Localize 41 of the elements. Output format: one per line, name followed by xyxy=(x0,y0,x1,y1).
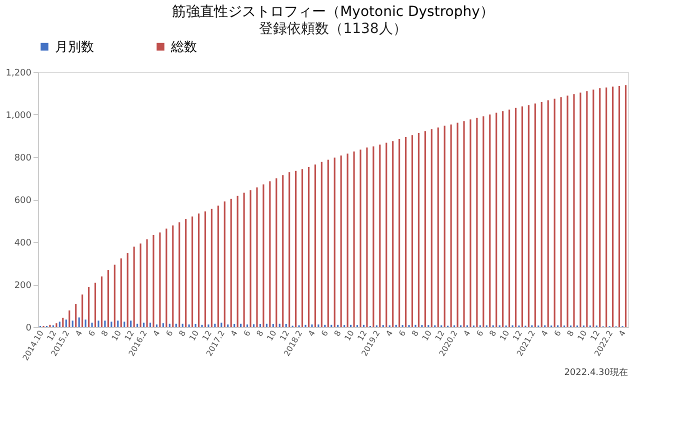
y-tick-label: 600 xyxy=(14,196,32,206)
x-tick-label: 4 xyxy=(617,329,628,338)
x-tick-label: 6 xyxy=(552,329,563,338)
x-tick-label: 4 xyxy=(74,329,84,338)
x-tick-label: 4 xyxy=(384,329,395,338)
legend-label: 月別数 xyxy=(55,40,94,55)
legend-label: 総数 xyxy=(170,40,197,55)
y-tick-label: 200 xyxy=(14,281,32,291)
text: 2022.4.30現在 xyxy=(564,367,628,378)
x-tick-label: 4 xyxy=(540,329,550,338)
x-tick-label: 4 xyxy=(462,329,472,338)
x-tick-label: 10 xyxy=(498,329,512,342)
x-tick-label: 6 xyxy=(242,329,252,338)
chart-title: 筋強直性ジストロフィー（Myotonic Dystrophy） xyxy=(172,4,494,20)
x-tick-label: 8 xyxy=(100,329,110,338)
x-tick-label: 10 xyxy=(110,329,123,342)
x-tick-label: 6 xyxy=(164,329,175,338)
x-tick-label: 8 xyxy=(332,329,343,338)
x-tick-label: 10 xyxy=(420,329,434,342)
x-tick-label: 8 xyxy=(177,329,188,338)
x-tick-label: 10 xyxy=(576,329,589,342)
x-tick-label: 8 xyxy=(488,329,498,338)
y-tick-label: 800 xyxy=(14,154,32,164)
x-tick-label: 10 xyxy=(265,329,278,342)
y-tick-label: 1,200 xyxy=(6,68,32,78)
x-tick-label: 6 xyxy=(320,329,330,338)
y-tick-label: 0 xyxy=(26,324,32,334)
x-tick-label: 6 xyxy=(86,329,98,338)
x-tick-label: 8 xyxy=(410,329,421,338)
x-tick-label: 10 xyxy=(188,329,201,342)
x-tick-label: 4 xyxy=(229,329,240,338)
x-tick-label: 4 xyxy=(151,329,162,338)
x-tick-label: 4 xyxy=(306,329,318,338)
x-tick-label: 8 xyxy=(254,329,266,338)
x-tick-label: 6 xyxy=(474,329,486,338)
x-tick-label: 10 xyxy=(342,329,356,342)
y-tick-label: 400 xyxy=(14,238,32,248)
x-tick-label: 6 xyxy=(397,329,408,338)
x-tick-label: 8 xyxy=(565,329,576,338)
chart-subtitle: 登録依頼数（1138人） xyxy=(259,21,407,37)
y-tick-label: 1,000 xyxy=(6,111,32,121)
